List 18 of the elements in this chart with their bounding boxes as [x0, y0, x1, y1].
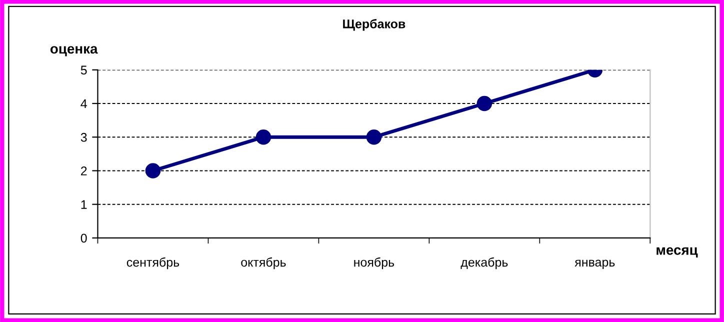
x-tick-label: сентябрь — [126, 257, 180, 270]
y-tick-label: 3 — [80, 132, 87, 142]
y-tick-label: 4 — [80, 99, 87, 108]
x-tick-label: январь — [574, 260, 615, 270]
x-tick-label: декабрь — [460, 257, 508, 270]
x-tick-label: октябрь — [241, 257, 286, 270]
chart-title: Щербаков — [343, 19, 406, 31]
point — [476, 96, 492, 112]
y-tick-label: 2 — [81, 166, 87, 176]
y-axis-title: оценка — [50, 46, 98, 56]
point — [256, 129, 272, 145]
x-axis-title: месяц — [656, 247, 698, 258]
x-tick-label: ноябрь — [354, 257, 394, 270]
y-tick-label: 1 — [81, 200, 87, 209]
y-tick-label: 5 — [80, 66, 87, 75]
point — [366, 129, 382, 145]
y-tick-label: 0 — [80, 234, 87, 243]
point — [145, 163, 161, 178]
